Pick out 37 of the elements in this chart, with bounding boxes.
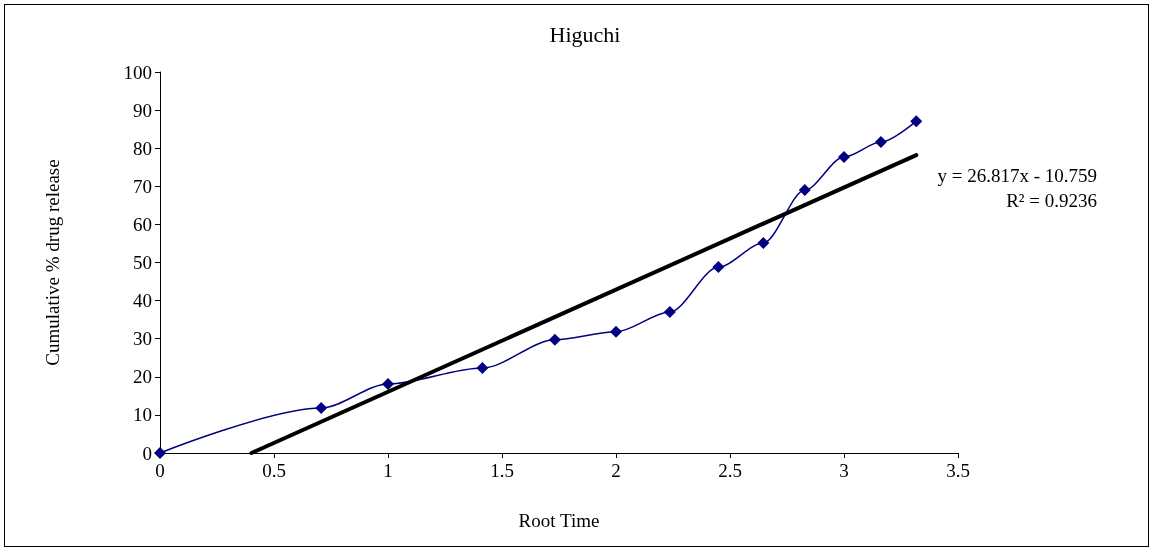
- x-tick-label: 0.5: [262, 460, 286, 481]
- point: [382, 378, 394, 391]
- y-tick-label: 80: [133, 137, 152, 159]
- point: [663, 306, 676, 319]
- y-tick-label: 70: [133, 175, 152, 197]
- x-tick-label: 2: [611, 460, 621, 481]
- point: [838, 150, 850, 163]
- point: [154, 447, 166, 459]
- y-tick-label: 100: [123, 61, 152, 83]
- point: [548, 333, 561, 346]
- x-tick-label: 1.5: [490, 460, 514, 481]
- y-tick-label: 0: [142, 442, 152, 464]
- y-tick-label: 10: [133, 404, 152, 426]
- y-axis-title: Cumulative % drug release: [42, 159, 63, 366]
- y-tick-label: 20: [133, 366, 152, 388]
- x-tick-label: 2.5: [718, 460, 742, 481]
- x-tick-label: 3: [839, 460, 849, 481]
- point: [610, 325, 622, 338]
- text: R² = 0.9236: [1006, 190, 1097, 211]
- x-tick-label: 1: [383, 460, 393, 481]
- chart-title: Higuchi: [549, 21, 621, 47]
- point: [874, 136, 887, 149]
- annotation: y = 26.817x - 10.759: [937, 165, 1097, 186]
- y-tick-label: 90: [133, 99, 152, 121]
- y-tick-label: 40: [133, 290, 152, 312]
- point: [910, 115, 923, 128]
- point: [712, 261, 725, 274]
- point: [315, 402, 328, 415]
- point: [798, 184, 811, 197]
- y-tick-label: 30: [133, 328, 152, 350]
- point: [476, 362, 489, 375]
- y-tick-label: 50: [133, 252, 152, 273]
- x-tick-label: 3.5: [946, 460, 970, 481]
- x-axis-title: Root Time: [518, 510, 600, 531]
- x-tick-label: 0: [155, 460, 165, 481]
- point: [757, 237, 770, 250]
- y-tick-label: 60: [133, 213, 152, 235]
